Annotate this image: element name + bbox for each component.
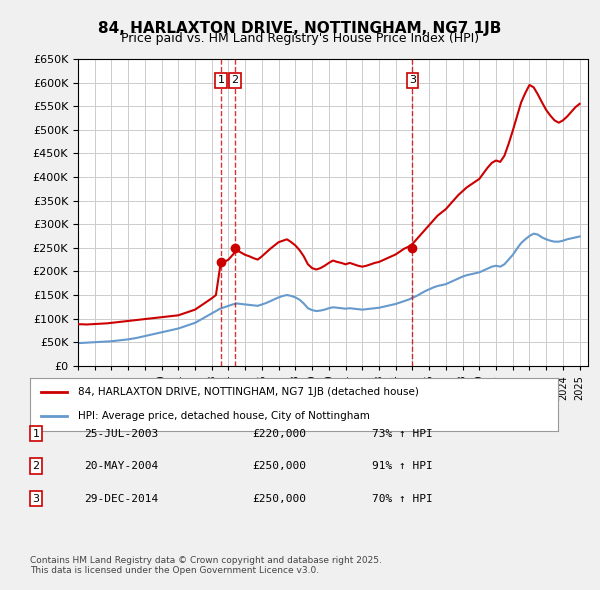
Text: 91% ↑ HPI: 91% ↑ HPI <box>372 461 433 471</box>
Text: 1: 1 <box>32 429 40 438</box>
Text: 73% ↑ HPI: 73% ↑ HPI <box>372 429 433 438</box>
Text: Contains HM Land Registry data © Crown copyright and database right 2025.
This d: Contains HM Land Registry data © Crown c… <box>30 556 382 575</box>
Text: 3: 3 <box>32 494 40 503</box>
Text: £250,000: £250,000 <box>252 494 306 503</box>
Text: 2: 2 <box>231 76 238 86</box>
Text: 3: 3 <box>409 76 416 86</box>
Text: 2: 2 <box>32 461 40 471</box>
Text: £220,000: £220,000 <box>252 429 306 438</box>
Text: 20-MAY-2004: 20-MAY-2004 <box>84 461 158 471</box>
Text: 25-JUL-2003: 25-JUL-2003 <box>84 429 158 438</box>
Text: 84, HARLAXTON DRIVE, NOTTINGHAM, NG7 1JB (detached house): 84, HARLAXTON DRIVE, NOTTINGHAM, NG7 1JB… <box>77 388 418 398</box>
Text: £250,000: £250,000 <box>252 461 306 471</box>
Text: 29-DEC-2014: 29-DEC-2014 <box>84 494 158 503</box>
Text: 1: 1 <box>218 76 224 86</box>
Text: 70% ↑ HPI: 70% ↑ HPI <box>372 494 433 503</box>
Text: 84, HARLAXTON DRIVE, NOTTINGHAM, NG7 1JB: 84, HARLAXTON DRIVE, NOTTINGHAM, NG7 1JB <box>98 21 502 35</box>
Text: Price paid vs. HM Land Registry's House Price Index (HPI): Price paid vs. HM Land Registry's House … <box>121 32 479 45</box>
Text: HPI: Average price, detached house, City of Nottingham: HPI: Average price, detached house, City… <box>77 411 370 421</box>
